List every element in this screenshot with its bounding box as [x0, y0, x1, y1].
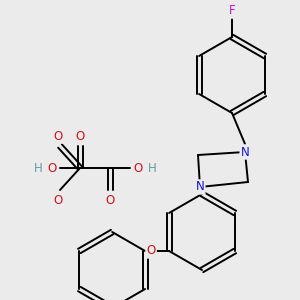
Text: N: N	[196, 181, 204, 194]
Text: O: O	[105, 194, 115, 206]
Text: F: F	[229, 4, 235, 17]
Text: H: H	[34, 161, 42, 175]
Text: O: O	[53, 130, 63, 142]
Text: N: N	[241, 146, 249, 158]
Text: O: O	[75, 130, 85, 142]
Text: O: O	[146, 244, 156, 257]
Text: H: H	[148, 161, 156, 175]
Text: O: O	[53, 194, 63, 206]
Text: O: O	[134, 161, 142, 175]
Text: O: O	[47, 161, 57, 175]
